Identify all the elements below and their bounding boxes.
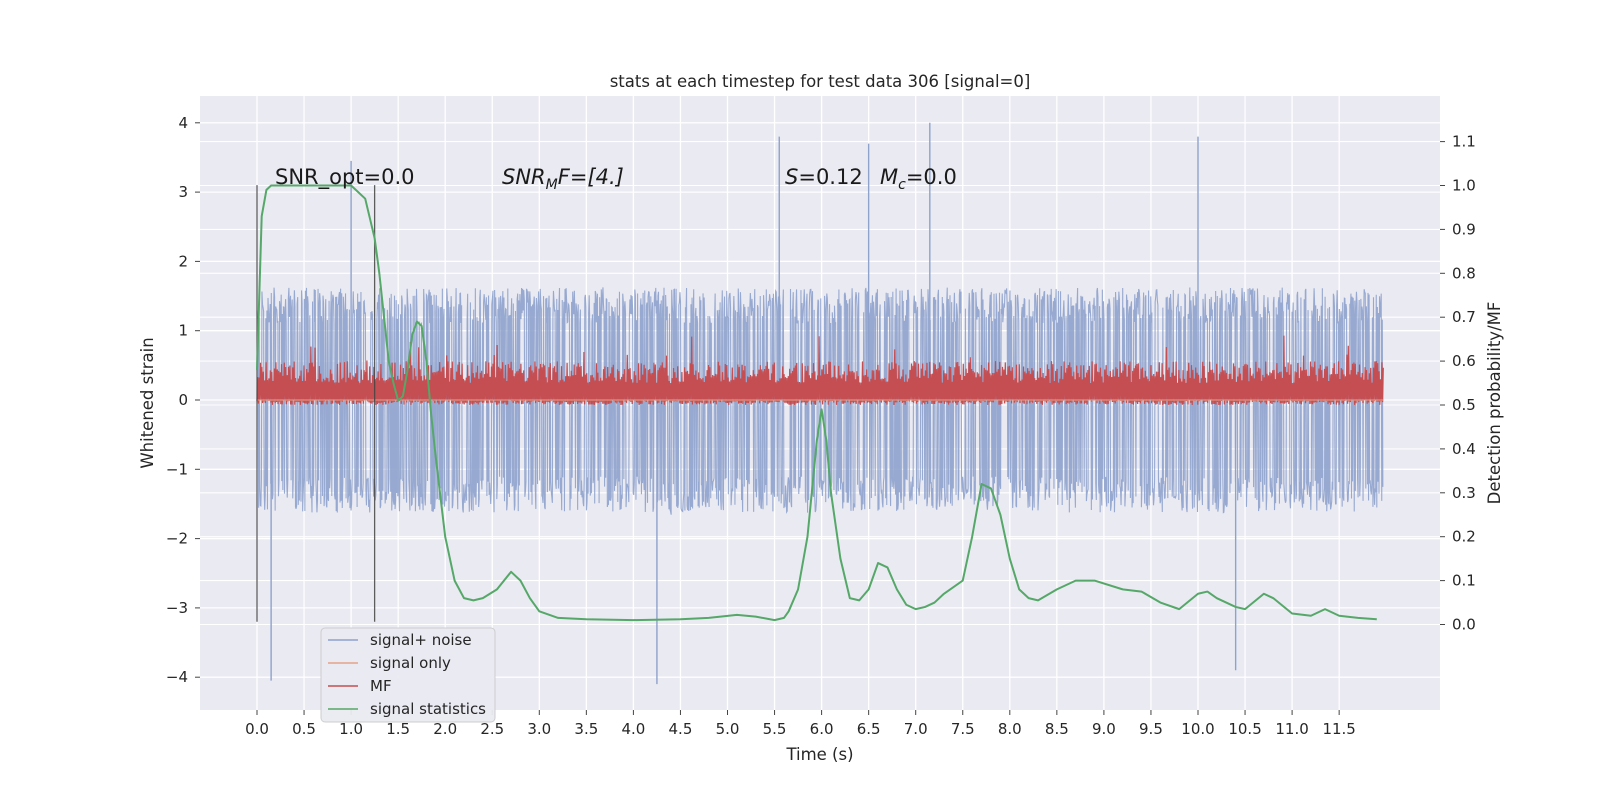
y2-tick-label: 0.5 <box>1452 396 1476 414</box>
snr-mf-prefix: SNR <box>502 165 546 189</box>
y2-tick-label: 0.8 <box>1452 264 1476 282</box>
legend: signal+ noise signal only MF signal stat… <box>320 627 496 723</box>
x-tick-label: 11.0 <box>1275 720 1308 738</box>
signal-noise-line <box>256 287 1384 515</box>
mc-subscript: c <box>898 177 906 193</box>
signal-statistics-series <box>256 184 1377 622</box>
x-tick-label: 0.5 <box>292 720 316 738</box>
mc-annotation: Mc=0.0 <box>880 165 957 193</box>
x-tick-label: 8.0 <box>998 720 1022 738</box>
snr-opt-annotation: SNR_opt=0.0 <box>275 165 415 190</box>
y-tick-label: 1 <box>178 322 188 340</box>
mf-series <box>256 335 1384 405</box>
x-axis-label: Time (s) <box>785 745 853 764</box>
y2-tick-label: 0.7 <box>1452 308 1476 326</box>
s-value: =0.12 <box>798 165 862 189</box>
y2-tick-label: 0.1 <box>1452 572 1476 590</box>
y2-tick-label: 0.9 <box>1452 220 1476 238</box>
signal-noise-series <box>256 122 1384 685</box>
x-tick-label: 4.5 <box>669 720 693 738</box>
y2-axis-ticks: 1.1 1.0 0.9 0.8 0.7 0.6 0.5 0.4 0.3 0.2 0.1 0.0 <box>1440 133 1476 634</box>
s-label: S <box>785 165 798 189</box>
x-tick-label: 5.5 <box>763 720 787 738</box>
x-tick-label: 10.0 <box>1181 720 1214 738</box>
x-tick-label: 6.0 <box>810 720 834 738</box>
x-tick-label: 9.5 <box>1139 720 1163 738</box>
s-annotation: S=0.12 <box>785 165 863 189</box>
y-tick-label: 4 <box>178 114 188 132</box>
y2-tick-label: 0.2 <box>1452 528 1476 546</box>
x-tick-label: 8.5 <box>1045 720 1069 738</box>
x-tick-label: 9.0 <box>1092 720 1116 738</box>
y-tick-label: −4 <box>166 668 188 686</box>
legend-label-signal-statistics: signal statistics <box>370 700 486 718</box>
x-tick-label: 1.0 <box>339 720 363 738</box>
snr-mf-annotation: SNRMF=[4.] <box>502 165 624 193</box>
snr-mf-rest: F=[4.] <box>558 165 624 189</box>
y-axis-label: Whitened strain <box>138 337 157 468</box>
snr-mf-subscript: M <box>546 177 558 193</box>
x-tick-label: 7.5 <box>951 720 975 738</box>
y-tick-label: 0 <box>178 391 188 409</box>
x-tick-label: 7.0 <box>904 720 928 738</box>
y2-tick-label: 1.0 <box>1452 177 1476 195</box>
legend-label-mf: MF <box>370 677 392 695</box>
x-tick-label: 10.5 <box>1228 720 1261 738</box>
y2-tick-label: 0.4 <box>1452 440 1476 458</box>
vertical-markers <box>256 185 376 622</box>
x-axis-ticks: 0.0 0.5 1.0 1.5 2.0 2.5 3.0 3.5 4.0 4.5 5.0 5.5 6.0 6… <box>245 710 1356 738</box>
x-tick-label: 6.5 <box>857 720 881 738</box>
mf-line <box>256 335 1384 405</box>
y-tick-label: −1 <box>166 460 188 478</box>
y2-tick-label: 0.6 <box>1452 352 1476 370</box>
mc-label: M <box>880 165 898 189</box>
chart-title: stats at each timestep for test data 306… <box>610 72 1031 91</box>
x-tick-label: 0.0 <box>245 720 269 738</box>
x-tick-label: 5.0 <box>716 720 740 738</box>
y-tick-label: −3 <box>166 599 188 617</box>
y2-axis-label: Detection probability/MF <box>1485 302 1504 505</box>
signal-statistics-line <box>256 184 1377 622</box>
x-tick-label: 2.0 <box>433 720 457 738</box>
x-tick-label: 4.0 <box>621 720 645 738</box>
y-tick-label: −2 <box>166 530 188 548</box>
x-tick-label: 3.0 <box>527 720 551 738</box>
x-tick-label: 3.5 <box>574 720 598 738</box>
legend-label-signal-noise: signal+ noise <box>370 631 472 649</box>
y-tick-label: 3 <box>178 183 188 201</box>
mc-value: =0.0 <box>906 165 957 189</box>
x-tick-label: 2.5 <box>480 720 504 738</box>
legend-box <box>320 627 496 723</box>
x-tick-label: 1.5 <box>386 720 410 738</box>
y-axis-ticks: 4 3 2 1 0 −1 −2 −3 −4 <box>166 114 200 686</box>
y2-tick-label: 0.3 <box>1452 484 1476 502</box>
x-tick-label: 11.5 <box>1322 720 1355 738</box>
y2-tick-label: 0.0 <box>1452 616 1476 634</box>
y2-tick-label: 1.1 <box>1452 133 1476 151</box>
legend-label-signal-only: signal only <box>370 654 451 672</box>
y-tick-label: 2 <box>178 252 188 270</box>
